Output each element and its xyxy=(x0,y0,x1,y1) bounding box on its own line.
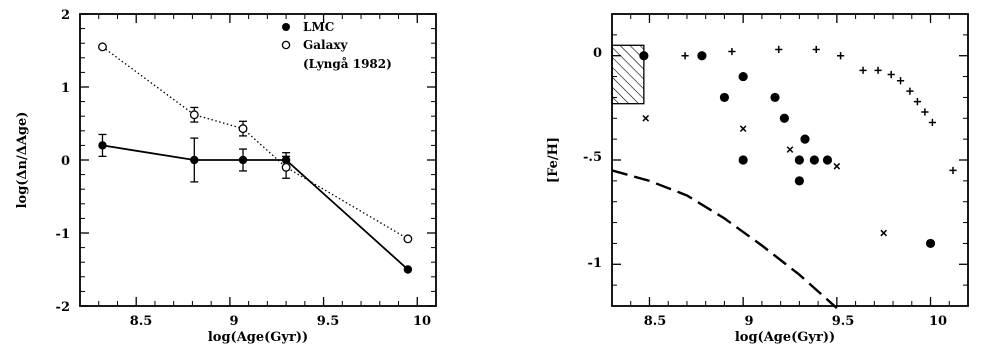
right-y-tick-labels: 0 -.5 -1 xyxy=(583,46,602,271)
right-x-tick-label-10: 10 xyxy=(929,314,947,329)
right-y-axis-label: [Fe/H] xyxy=(546,137,561,183)
data-point-lmc xyxy=(190,155,199,165)
data-point-cross xyxy=(642,114,650,122)
series-line-lmc xyxy=(102,144,409,271)
left-series xyxy=(98,42,413,274)
data-point-plus xyxy=(949,166,957,175)
left-y-tick-label-1: 1 xyxy=(61,81,70,96)
legend-label-galaxy: Galaxy xyxy=(303,38,349,52)
data-point-filled-circle xyxy=(738,71,748,82)
left-y-tick-label--1: -1 xyxy=(56,227,70,242)
data-point-galaxy xyxy=(403,234,413,244)
data-point-cross xyxy=(786,146,794,153)
left-x-tick-label-8.5: 8.5 xyxy=(130,314,153,329)
data-point-galaxy xyxy=(281,162,291,172)
hatched-box xyxy=(611,44,645,105)
data-point-plus xyxy=(896,77,905,85)
data-point-cross xyxy=(880,229,888,237)
right-x-tick-label-9.5: 9.5 xyxy=(832,314,855,329)
data-point-plus xyxy=(928,118,936,127)
left-axis-ticks xyxy=(79,13,437,307)
left-y-axis-label: log(Δn/ΔAge) xyxy=(15,112,30,209)
series-line-galaxy xyxy=(102,46,409,240)
left-x-tick-labels: 8.5 9 9.5 10 xyxy=(130,314,431,329)
left-legend: LMC Galaxy (Lyngå 1982) xyxy=(281,20,392,71)
data-point-galaxy xyxy=(98,42,107,52)
data-point-plus xyxy=(906,87,914,95)
data-point-cross xyxy=(739,125,747,133)
data-point-filled-circle xyxy=(794,155,804,165)
data-point-plus xyxy=(812,45,820,54)
data-point-lmc xyxy=(403,265,413,274)
right-y-tick-label--1: -1 xyxy=(588,256,602,271)
data-point-plus xyxy=(728,47,736,56)
legend-marker-galaxy xyxy=(281,40,291,50)
data-point-filled-circle xyxy=(794,176,804,186)
data-point-plus xyxy=(887,70,895,79)
legend-label-reference: (Lyngå 1982) xyxy=(303,56,392,71)
dashed-curve xyxy=(611,169,838,309)
data-point-filled-circle xyxy=(800,134,810,144)
left-y-tick-labels: -2 -1 0 1 2 xyxy=(56,8,70,315)
data-point-galaxy xyxy=(189,110,199,120)
data-point-cross xyxy=(833,162,841,170)
data-point-lmc xyxy=(98,141,107,150)
left-x-tick-label-9: 9 xyxy=(229,314,238,329)
data-point-filled-circle xyxy=(639,51,649,61)
left-y-tick-label-2: 2 xyxy=(61,8,70,23)
data-point-filled-circle xyxy=(809,155,819,165)
data-point-lmc xyxy=(238,155,248,165)
left-x-tick-label-9.5: 9.5 xyxy=(317,314,340,329)
right-y-tick-label-0: 0 xyxy=(593,46,602,61)
legend-marker-lmc xyxy=(282,23,290,31)
data-point-plus xyxy=(874,66,882,74)
data-point-plus xyxy=(836,52,845,60)
right-axis-ticks xyxy=(611,13,969,307)
right-x-tick-label-9: 9 xyxy=(744,314,753,329)
data-point-plus xyxy=(681,52,689,60)
left-panel: 8.5 9 9.5 10 -2 -1 0 1 2 log(Age(Gyr)) l… xyxy=(15,8,437,345)
right-x-tick-labels: 8.5 9 9.5 10 xyxy=(644,314,947,329)
data-point-galaxy xyxy=(238,124,248,134)
right-y-tick-label--.5: -.5 xyxy=(583,150,602,165)
right-panel: 8.5 9 9.5 10 0 -.5 -1 log(Age(Gyr)) [Fe/… xyxy=(546,13,969,345)
right-x-tick-label-8.5: 8.5 xyxy=(644,314,667,329)
data-point-plus xyxy=(921,108,929,116)
left-x-axis-label: log(Age(Gyr)) xyxy=(208,330,308,345)
data-point-plus xyxy=(913,98,922,106)
data-point-filled-circle xyxy=(738,155,748,165)
data-point-filled-circle xyxy=(719,92,730,103)
left-y-tick-label-0: 0 xyxy=(61,154,70,169)
data-point-filled-circle xyxy=(779,113,789,123)
data-point-filled-circle xyxy=(925,238,936,249)
right-plot-frame xyxy=(611,13,969,307)
data-point-filled-circle xyxy=(697,51,707,61)
left-x-tick-label-10: 10 xyxy=(413,314,431,329)
data-point-plus xyxy=(775,45,783,54)
left-y-tick-label--2: -2 xyxy=(56,300,70,315)
data-point-filled-circle xyxy=(822,155,833,165)
data-point-filled-circle xyxy=(770,92,780,103)
right-series xyxy=(611,44,957,309)
legend-label-lmc: LMC xyxy=(303,20,334,34)
data-point-plus xyxy=(859,66,867,74)
right-x-axis-label: log(Age(Gyr)) xyxy=(735,330,835,345)
